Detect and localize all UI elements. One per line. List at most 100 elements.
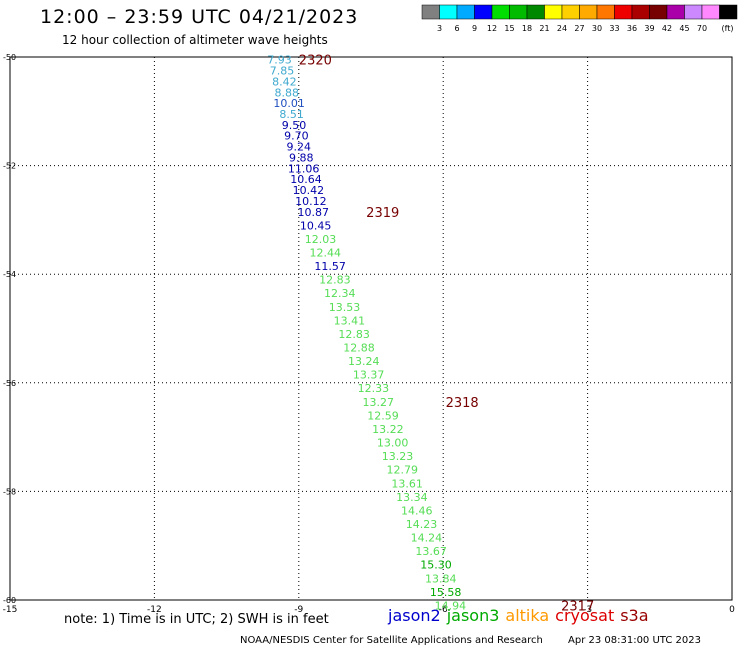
swh-value: 13.22 [372, 423, 404, 436]
swh-value: 13.27 [362, 396, 394, 409]
swh-value: 10.64 [290, 173, 322, 186]
swh-value: 12.34 [324, 287, 356, 300]
y-tick-label: -58 [3, 487, 16, 496]
swh-value: 13.34 [396, 491, 428, 504]
swh-value: 12.79 [387, 464, 419, 477]
swh-value: 12.88 [343, 342, 375, 355]
swh-value: 12.44 [310, 246, 342, 259]
colorbar-label: 36 [627, 24, 637, 33]
swh-value: 8.51 [279, 108, 304, 121]
swh-value: 13.41 [334, 314, 366, 327]
colorbar-swatch [439, 4, 458, 20]
colorbar-swatch [509, 4, 528, 20]
pass-annotations: 2320 2319 2318 2317 [299, 54, 594, 615]
colorbar-swatch [631, 4, 650, 20]
colorbar-swatch [649, 4, 668, 20]
timestamp: Apr 23 08:31:00 UTC 2023 [568, 635, 701, 646]
page-title: 12:00 – 23:59 UTC 04/21/2023 [40, 6, 359, 28]
swh-value: 13.61 [391, 477, 423, 490]
axis-ticks: -15 -12 -9 -6 -3 0 -50 -52 -54 -56 -58 -60 [3, 53, 735, 615]
x-tick-label: -15 [3, 605, 18, 615]
swh-value: 10.87 [297, 206, 329, 219]
colorbar-swatch [596, 4, 615, 20]
grid-lines [10, 57, 732, 600]
swh-value: 11.06 [288, 162, 320, 175]
pass-number: 2318 [446, 396, 479, 411]
satellite-s3a: s3a [620, 606, 649, 625]
satellite-cryosat: cryosat [555, 606, 615, 625]
plot-frame [9, 56, 733, 601]
colorbar-label: 24 [557, 24, 567, 33]
x-tick-label: -3 [583, 605, 592, 615]
swh-value: 15.30 [420, 559, 452, 572]
colorbar-swatch [666, 4, 685, 20]
colorbar-label: 9 [472, 24, 477, 33]
satellite-jason2: jason2 [388, 606, 441, 625]
swh-value: 13.23 [382, 450, 414, 463]
colorbar-label: 18 [522, 24, 532, 33]
swh-value: 7.93 [267, 54, 292, 67]
swh-value: 13.67 [415, 545, 447, 558]
colorbar-swatch [456, 4, 475, 20]
y-tick-label: -56 [3, 379, 16, 388]
y-tick-label: -52 [3, 162, 16, 171]
swh-value: 13.84 [425, 572, 457, 585]
footnote: note: 1) Time is in UTC; 2) SWH is in fe… [64, 612, 329, 627]
pass-number: 2320 [299, 54, 332, 69]
y-tick-label: -54 [3, 270, 16, 279]
colorbar-label: 45 [679, 24, 689, 33]
colorbar-label: 39 [644, 24, 654, 33]
credit-line: NOAA/NESDIS Center for Satellite Applica… [240, 635, 543, 646]
colorbar-swatch [491, 4, 510, 20]
satellite-legend: jason2 jason3 altika cryosat s3a [388, 606, 655, 625]
colorbar-swatch [701, 4, 720, 20]
colorbar-label: 70 [697, 24, 707, 33]
colorbar-swatch [526, 4, 545, 20]
swh-value: 12.33 [358, 382, 390, 395]
swh-value: 10.45 [300, 219, 332, 232]
x-tick-label: 0 [729, 605, 735, 615]
colorbar-legend: 3 6 9 12 15 18 21 24 27 30 33 36 39 42 45 70 (ft) [421, 4, 738, 33]
colorbar-swatch [579, 4, 598, 20]
swh-value: 13.53 [329, 301, 361, 314]
colorbar-swatch [614, 4, 633, 20]
swh-value: 9.50 [282, 119, 307, 132]
swh-value: 10.42 [293, 184, 325, 197]
swh-value: 8.88 [275, 86, 300, 99]
colorbar-label: 30 [592, 24, 602, 33]
colorbar-label: 3 [437, 24, 442, 33]
colorbar-label: 27 [574, 24, 584, 33]
swh-value: 14.46 [401, 504, 433, 517]
data-points: 7.937.858.428.8810.018.519.509.709.249.8… [267, 54, 466, 613]
swh-value: 9.70 [284, 130, 309, 143]
satellite-jason3: jason3 [446, 606, 500, 625]
swh-value: 9.24 [287, 141, 312, 154]
satellite-altika: altika [505, 606, 550, 625]
x-tick-label: -6 [439, 605, 448, 615]
x-tick-label: -12 [147, 605, 162, 615]
colorbar-label: 42 [662, 24, 672, 33]
swh-value: 12.59 [367, 409, 399, 422]
swh-value: 14.23 [406, 518, 438, 531]
colorbar-swatch [421, 4, 440, 20]
colorbar-label: 6 [454, 24, 459, 33]
swh-value: 12.03 [305, 233, 337, 246]
page-subtitle: 12 hour collection of altimeter wave hei… [62, 33, 328, 47]
colorbar-swatch [474, 4, 493, 20]
swh-value: 12.83 [319, 274, 351, 287]
swh-value: 13.00 [377, 437, 409, 450]
swh-value: 13.24 [348, 355, 380, 368]
swh-value: 8.42 [272, 75, 297, 88]
colorbar-swatch [684, 4, 703, 20]
swh-value: 12.83 [338, 328, 370, 341]
colorbar-swatch [544, 4, 563, 20]
colorbar-label: 33 [609, 24, 619, 33]
swh-value: 7.85 [270, 65, 295, 78]
colorbar-unit: (ft) [722, 24, 734, 33]
swh-value: 14.94 [435, 599, 467, 612]
swh-value: 13.37 [353, 369, 385, 382]
swh-value: 10.12 [295, 195, 327, 208]
colorbar-swatch [719, 4, 738, 20]
colorbar-label: 21 [539, 24, 549, 33]
